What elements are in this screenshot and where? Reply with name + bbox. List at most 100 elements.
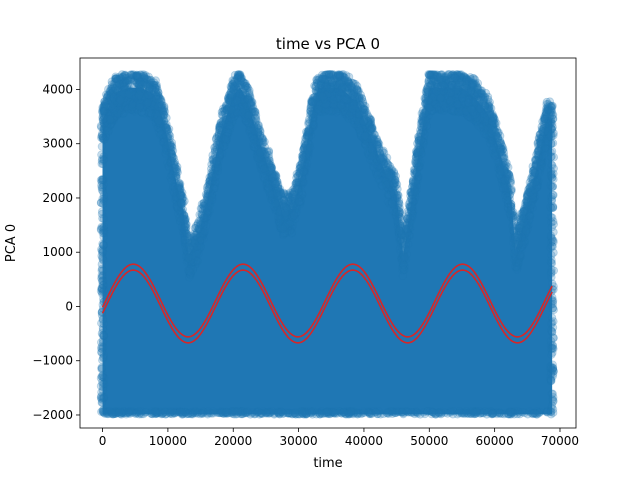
scatter-point	[172, 201, 182, 211]
scatter-point	[350, 116, 359, 126]
scatter-point	[198, 409, 207, 418]
scatter-point	[348, 93, 357, 102]
scatter-point	[496, 138, 505, 147]
scatter-point	[392, 193, 402, 202]
scatter-point	[192, 408, 201, 417]
scatter-point	[236, 109, 246, 119]
scatter-point	[443, 95, 452, 104]
scatter-point	[363, 136, 373, 146]
scatter-point	[307, 110, 316, 119]
scatter-point	[134, 86, 143, 95]
scatter-point	[443, 409, 452, 418]
scatter-point	[505, 174, 515, 183]
scatter-point	[307, 407, 317, 417]
scatter-point	[486, 115, 495, 124]
scatter-point	[527, 190, 536, 200]
scatter-point	[518, 240, 527, 249]
scatter-point	[517, 229, 526, 238]
scatter-point	[265, 158, 274, 167]
scatter-point	[446, 96, 455, 106]
scatter-point	[427, 70, 436, 79]
scatter-point	[237, 80, 246, 90]
scatter-point	[132, 70, 142, 80]
scatter-point	[501, 173, 510, 183]
scatter-point	[233, 85, 242, 95]
scatter-point	[322, 408, 331, 417]
scatter-point	[411, 147, 421, 156]
scatter-point	[399, 255, 408, 264]
scatter-point	[303, 152, 313, 161]
scatter-point	[107, 116, 117, 126]
scatter-point	[458, 94, 467, 103]
scatter-point	[210, 172, 219, 182]
scatter-point	[347, 99, 356, 108]
scatter-point	[195, 210, 204, 219]
scatter-point	[243, 83, 253, 93]
scatter-point	[333, 71, 343, 81]
scatter-point	[460, 87, 469, 97]
scatter-point	[136, 77, 145, 87]
scatter-point	[364, 135, 373, 144]
scatter-point	[498, 151, 507, 161]
scatter-point	[502, 182, 512, 191]
scatter-point	[466, 409, 476, 419]
scatter-point	[415, 145, 424, 154]
scatter-point	[101, 101, 110, 110]
scatter-point	[396, 226, 406, 235]
scatter-point	[126, 92, 136, 101]
scatter-point	[268, 183, 277, 192]
scatter-point	[278, 203, 287, 212]
scatter-point	[346, 407, 355, 417]
scatter-point	[147, 87, 156, 97]
scatter-point	[487, 111, 497, 120]
scatter-point	[450, 76, 459, 86]
scatter-point	[294, 177, 303, 186]
scatter-point	[402, 232, 411, 241]
scatter-point	[153, 113, 162, 123]
scatter-point	[393, 216, 402, 226]
scatter-point	[361, 140, 370, 150]
scatter-point	[452, 72, 462, 82]
scatter-point	[340, 407, 350, 416]
scatter-point	[284, 192, 293, 202]
scatter-point	[222, 407, 231, 417]
scatter-point	[271, 199, 280, 208]
scatter-point	[178, 408, 187, 417]
scatter-point	[374, 138, 383, 147]
scatter-point	[441, 79, 450, 89]
scatter-point	[522, 192, 532, 201]
scatter-point	[137, 72, 146, 81]
scatter-point	[432, 86, 441, 96]
scatter-point	[476, 89, 485, 98]
scatter-point	[176, 200, 186, 209]
scatter-point	[376, 163, 385, 172]
scatter-point	[412, 407, 421, 417]
scatter-point	[242, 94, 251, 104]
scatter-point	[471, 80, 481, 90]
scatter-point	[535, 157, 545, 166]
scatter-point	[400, 253, 409, 262]
scatter-point	[353, 86, 362, 95]
scatter-point	[171, 408, 181, 417]
scatter-point	[183, 409, 193, 419]
scatter-point	[412, 149, 422, 158]
scatter-point	[238, 90, 248, 100]
scatter-point	[351, 79, 360, 89]
scatter-point	[120, 103, 129, 112]
scatter-point	[363, 136, 372, 145]
scatter-point	[231, 88, 240, 98]
scatter-point	[192, 256, 202, 266]
scatter-point	[228, 95, 237, 104]
scatter-point	[433, 82, 443, 91]
scatter-point	[456, 104, 465, 114]
scatter-point	[537, 143, 546, 152]
scatter-point	[142, 98, 152, 108]
scatter-point	[284, 191, 293, 200]
scatter-point	[225, 123, 235, 132]
scatter-point	[163, 140, 172, 150]
scatter-point	[240, 107, 249, 117]
scatter-point	[364, 130, 373, 139]
scatter-point	[511, 246, 520, 255]
scatter-point	[514, 246, 523, 256]
scatter-point	[198, 222, 208, 231]
